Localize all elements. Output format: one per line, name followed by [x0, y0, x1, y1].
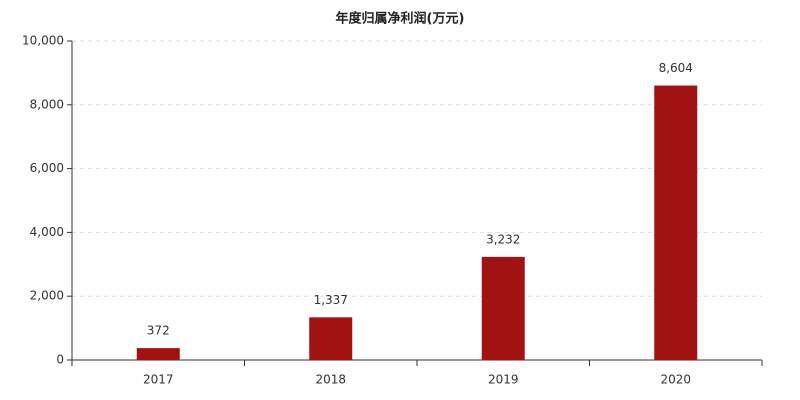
x-tick-label: 2020: [660, 373, 691, 387]
value-label: 8,604: [659, 61, 693, 75]
bar: [481, 256, 525, 360]
bar: [136, 348, 180, 360]
y-tick-label: 6,000: [30, 161, 64, 175]
bar: [309, 317, 353, 360]
x-tick-label: 2019: [488, 373, 519, 387]
y-tick-label: 4,000: [30, 225, 64, 239]
y-tick-label: 8,000: [30, 97, 64, 111]
y-tick-label: 2,000: [30, 289, 64, 303]
value-label: 3,232: [486, 232, 520, 246]
chart-title: 年度归属净利润(万元): [336, 11, 465, 27]
value-label: 1,337: [314, 293, 348, 307]
y-tick-label: 10,000: [22, 34, 64, 48]
bar: [654, 85, 698, 360]
y-tick-label: 0: [56, 353, 64, 367]
value-label: 372: [147, 324, 170, 338]
x-tick-label: 2017: [143, 373, 174, 387]
x-tick-label: 2018: [315, 373, 346, 387]
